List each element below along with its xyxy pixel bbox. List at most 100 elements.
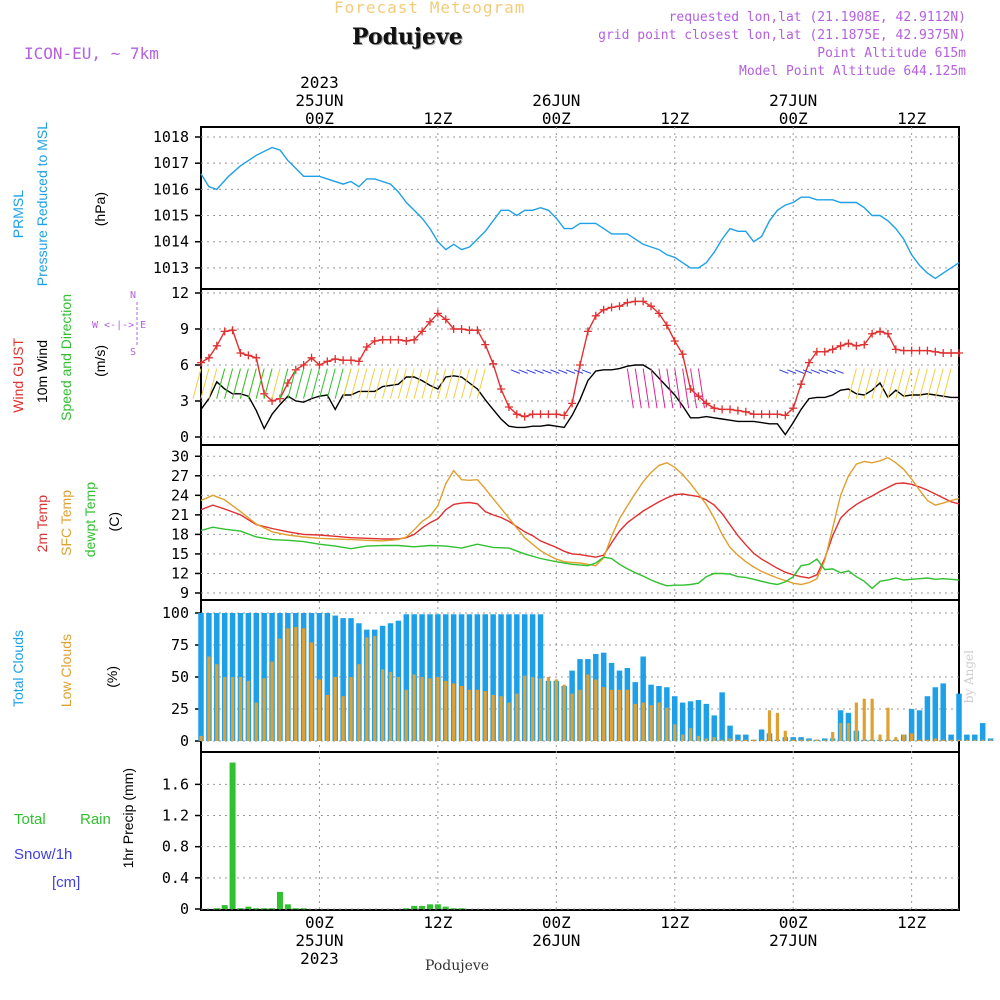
- gust-marker: [512, 410, 521, 419]
- cloud-bar-low: [957, 739, 961, 741]
- cloud-bar-low: [349, 677, 353, 741]
- gust-marker: [568, 399, 577, 408]
- wind-arrow-icon: [855, 368, 865, 399]
- rain-bar: [253, 908, 260, 910]
- cloud-bar-total: [498, 614, 504, 741]
- gust-marker: [654, 309, 663, 318]
- gust-marker: [647, 302, 656, 311]
- cloud-bar-low: [673, 724, 677, 741]
- wind-arrow-icon: [334, 368, 344, 399]
- point-altitude: Point Altitude 615m: [817, 46, 966, 61]
- gust-marker: [212, 341, 221, 350]
- cloud-bar-low: [578, 689, 582, 741]
- cloud-bar-low: [728, 738, 732, 741]
- gust-marker: [899, 346, 908, 355]
- gust-marker: [544, 410, 553, 419]
- location-title: Podujeve: [352, 24, 463, 50]
- cloud-bar-low: [230, 677, 235, 741]
- cloud-bar-low: [531, 677, 535, 741]
- cloud-bar-total: [672, 696, 678, 741]
- gust-marker: [583, 327, 592, 336]
- cloud-bar-low: [941, 739, 945, 741]
- rain-bar: [403, 908, 410, 910]
- rain-bar: [245, 906, 252, 909]
- wind-arrow-icon: [565, 369, 576, 374]
- cloud-bar-low: [254, 702, 258, 741]
- wind-arrow-icon: [847, 368, 857, 399]
- wind-arrow-icon: [224, 368, 234, 399]
- cloud-bar-total: [245, 613, 252, 741]
- gust-marker: [812, 347, 821, 356]
- y-tick-label: 0: [180, 900, 189, 918]
- cloud-bar-total: [427, 614, 433, 741]
- cloud-bar-total: [458, 614, 465, 741]
- wind-arrow-icon: [887, 368, 897, 399]
- gust-marker: [457, 325, 466, 333]
- gust-marker: [852, 341, 861, 350]
- gust-marker: [670, 337, 679, 345]
- gust-marker: [449, 325, 458, 333]
- rain-bar: [213, 908, 220, 910]
- cloud-bar-low: [570, 693, 574, 741]
- wind-arrow-icon: [690, 368, 698, 409]
- cloud-bar-total: [719, 692, 725, 741]
- cloud-bar-low: [933, 738, 937, 741]
- cloud-bar-low: [799, 739, 803, 741]
- cloud-bar-total: [537, 614, 544, 741]
- rain-bar: [426, 904, 433, 909]
- gust-marker: [481, 340, 490, 349]
- cloud-bar-total: [443, 614, 449, 741]
- gust-marker: [236, 349, 245, 357]
- y-tick-label: 21: [171, 506, 189, 524]
- cloud-bar-low: [649, 705, 653, 741]
- cloud-bar-low: [199, 735, 203, 741]
- wind-arrow-icon: [460, 368, 470, 399]
- cloud-bar-low: [910, 733, 914, 741]
- cloud-bar-low: [720, 739, 724, 741]
- wind-arrow-icon: [208, 368, 218, 399]
- cloud-bar-low: [341, 696, 345, 741]
- cloud-bar-low: [965, 739, 969, 741]
- wind-arrow-icon: [834, 369, 844, 374]
- cloud-bar-total: [727, 725, 733, 741]
- cloud-bar-low: [917, 739, 922, 741]
- cloud-bar-low: [459, 685, 464, 741]
- cloud-bar-total: [695, 700, 702, 741]
- cloud-bar-low: [436, 677, 440, 741]
- wind-arrow-icon: [626, 368, 634, 409]
- bottom-time-label: 12Z: [660, 913, 689, 932]
- cloud-bar-total: [324, 613, 331, 741]
- rain-bar: [276, 891, 283, 909]
- gust-marker: [718, 405, 727, 414]
- cloud-bar-total: [679, 702, 686, 741]
- wind-arrow-icon: [342, 368, 352, 399]
- wind-arrow-icon: [550, 369, 560, 374]
- bottom-time-label: 12Z: [897, 913, 926, 932]
- y-tick-label: 25: [171, 700, 189, 718]
- wind-arrow-icon: [429, 368, 439, 399]
- gust-marker: [228, 326, 237, 335]
- cloud-bar-low: [586, 674, 590, 741]
- gust-marker: [331, 355, 340, 363]
- rain-bar: [284, 904, 291, 909]
- cloud-bar-low: [507, 702, 511, 741]
- gust-marker: [465, 326, 474, 335]
- cloud-bar-total: [916, 710, 923, 741]
- cloud-bar-total: [940, 683, 946, 741]
- cloud-bar-low: [925, 739, 930, 741]
- cloud-bar-low: [633, 703, 637, 741]
- wind-arrow-icon: [534, 369, 544, 374]
- wind-arrow-icon: [642, 368, 650, 409]
- cloud-bar-total: [758, 729, 765, 741]
- cloud-bar-low: [491, 694, 495, 741]
- gust-marker: [473, 326, 482, 335]
- gust-marker: [599, 305, 608, 314]
- cloud-bar-low: [420, 677, 424, 741]
- cloud-bar-low: [831, 732, 835, 741]
- gust-marker: [244, 351, 253, 360]
- cloud-bar-low: [657, 702, 661, 741]
- y-tick-label: 100: [162, 604, 189, 622]
- cloud-bar-total: [474, 614, 481, 741]
- y-tick-label: 3: [180, 392, 189, 410]
- y-tick-label: 12: [171, 564, 189, 582]
